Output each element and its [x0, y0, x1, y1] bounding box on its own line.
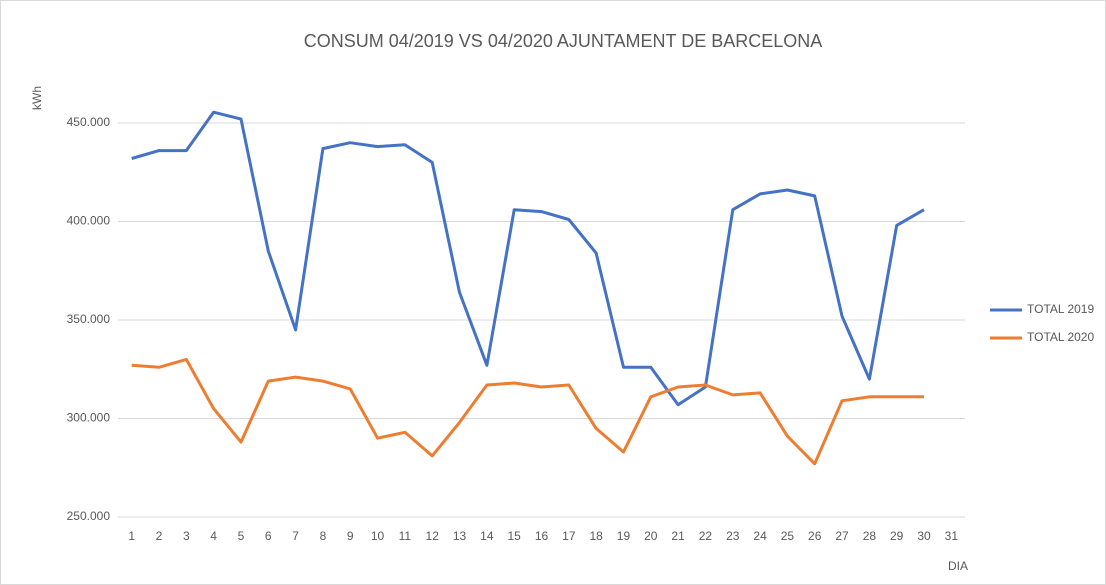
x-tick-label: 15 [507, 529, 521, 543]
y-tick-label: 250.000 [67, 509, 111, 523]
x-tick-label: 2 [156, 529, 163, 543]
x-tick-label: 11 [399, 529, 412, 543]
x-tick-label: 6 [265, 529, 272, 543]
x-tick-label: 31 [945, 529, 959, 543]
legend-label: TOTAL 2019 [1027, 302, 1094, 316]
x-tick-label: 10 [371, 529, 385, 543]
x-tick-label: 16 [535, 529, 549, 543]
series-line [131, 357, 924, 466]
x-tick-label: 28 [863, 529, 877, 543]
x-tick-label: 13 [453, 529, 467, 543]
x-tick-label: 3 [183, 529, 190, 543]
y-tick-label: 400.000 [67, 214, 111, 228]
x-tick-label: 30 [917, 529, 931, 543]
x-tick-label: 8 [320, 529, 327, 543]
y-tick-label: 350.000 [67, 312, 111, 326]
x-tick-label: 1 [128, 529, 135, 543]
x-tick-label: 21 [671, 529, 685, 543]
x-tick-label: 14 [480, 529, 494, 543]
y-axis-title: kWh [30, 86, 44, 110]
chart-title: CONSUM 04/2019 VS 04/2020 AJUNTAMENT DE … [304, 31, 823, 51]
x-tick-label: 29 [890, 529, 904, 543]
x-tick-label: 25 [781, 529, 795, 543]
x-tick-label: 24 [753, 529, 767, 543]
y-tick-label: 450.000 [67, 115, 111, 129]
x-tick-label: 27 [835, 529, 849, 543]
x-tick-label: 7 [292, 529, 299, 543]
series-line [131, 110, 925, 407]
legend-label: TOTAL 2020 [1027, 330, 1094, 344]
x-tick-label: 22 [699, 529, 713, 543]
x-tick-label: 19 [617, 529, 631, 543]
x-tick-label: 23 [726, 529, 740, 543]
y-tick-label: 300.000 [67, 411, 111, 425]
x-axis-title: DIA [948, 559, 968, 573]
x-tick-label: 26 [808, 529, 822, 543]
x-tick-label: 5 [238, 529, 245, 543]
x-tick-label: 18 [589, 529, 603, 543]
x-tick-label: 4 [210, 529, 217, 543]
x-tick-label: 9 [347, 529, 354, 543]
x-tick-label: 17 [562, 529, 576, 543]
x-tick-label: 12 [426, 529, 440, 543]
x-tick-label: 20 [644, 529, 658, 543]
